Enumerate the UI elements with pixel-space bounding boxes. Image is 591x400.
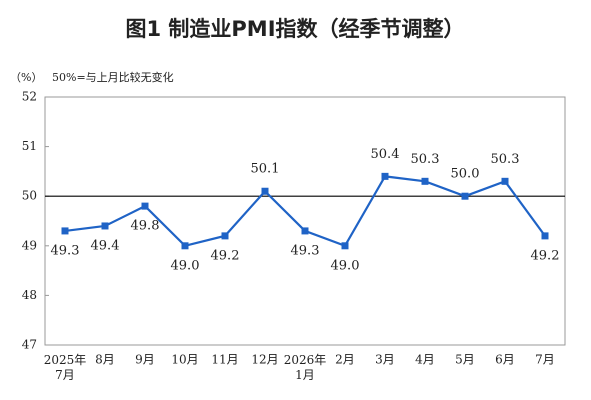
x-tick-label: 11月 bbox=[211, 353, 238, 367]
value-label: 50.3 bbox=[491, 152, 520, 167]
plot-frame bbox=[44, 96, 566, 346]
marker bbox=[341, 242, 349, 250]
value-label: 50.4 bbox=[371, 147, 400, 162]
y-tick-label: 49 bbox=[22, 238, 37, 252]
value-label: 49.4 bbox=[91, 238, 120, 253]
marker bbox=[301, 227, 309, 235]
value-label: 50.0 bbox=[451, 167, 480, 182]
x-tick-label: 7月 bbox=[535, 353, 555, 367]
marker bbox=[141, 202, 149, 210]
x-tick-label: 4月 bbox=[415, 353, 435, 367]
chart-title: 图1 制造业PMI指数（经季节调整） bbox=[125, 17, 464, 41]
marker bbox=[181, 242, 189, 250]
marker bbox=[421, 177, 429, 185]
y-tick-label: 50 bbox=[22, 189, 37, 203]
line bbox=[64, 175, 546, 248]
annotation: 50%=与上月比较无变化 bbox=[52, 70, 174, 84]
x-tick-label: 6月 bbox=[495, 353, 515, 367]
marker bbox=[381, 172, 389, 180]
y-tick-label: 52 bbox=[22, 90, 37, 104]
y-tick-label: 51 bbox=[22, 139, 37, 153]
marker bbox=[101, 222, 109, 230]
marker bbox=[461, 192, 469, 200]
value-label: 50.3 bbox=[411, 152, 440, 167]
marker bbox=[261, 187, 269, 195]
x-tick-label: 2026年 1月 bbox=[284, 353, 327, 382]
marker bbox=[501, 177, 509, 185]
x-tick-label: 3月 bbox=[375, 353, 395, 367]
value-label: 49.8 bbox=[131, 219, 160, 234]
y-tick-label: 48 bbox=[22, 288, 37, 302]
value-label: 50.1 bbox=[251, 162, 280, 177]
value-label: 49.0 bbox=[331, 258, 360, 273]
y-axis-label: （%） bbox=[10, 71, 42, 84]
x-tick-label: 2月 bbox=[335, 353, 355, 367]
x-tick-label: 10月 bbox=[171, 353, 198, 367]
value-label: 49.0 bbox=[171, 258, 200, 273]
marker bbox=[61, 227, 69, 235]
value-label: 49.3 bbox=[51, 243, 80, 258]
x-tick-label: 8月 bbox=[95, 353, 115, 367]
marker bbox=[541, 232, 549, 240]
x-tick-label: 5月 bbox=[455, 353, 475, 367]
value-label: 49.2 bbox=[211, 248, 240, 263]
x-tick-label: 12月 bbox=[251, 353, 278, 367]
x-tick-label: 2025年 7月 bbox=[44, 353, 87, 382]
marker bbox=[221, 232, 229, 240]
x-tick-label: 9月 bbox=[135, 353, 155, 367]
value-label: 49.3 bbox=[291, 243, 320, 258]
value-label: 49.2 bbox=[531, 248, 560, 263]
y-tick-label: 47 bbox=[22, 338, 37, 352]
